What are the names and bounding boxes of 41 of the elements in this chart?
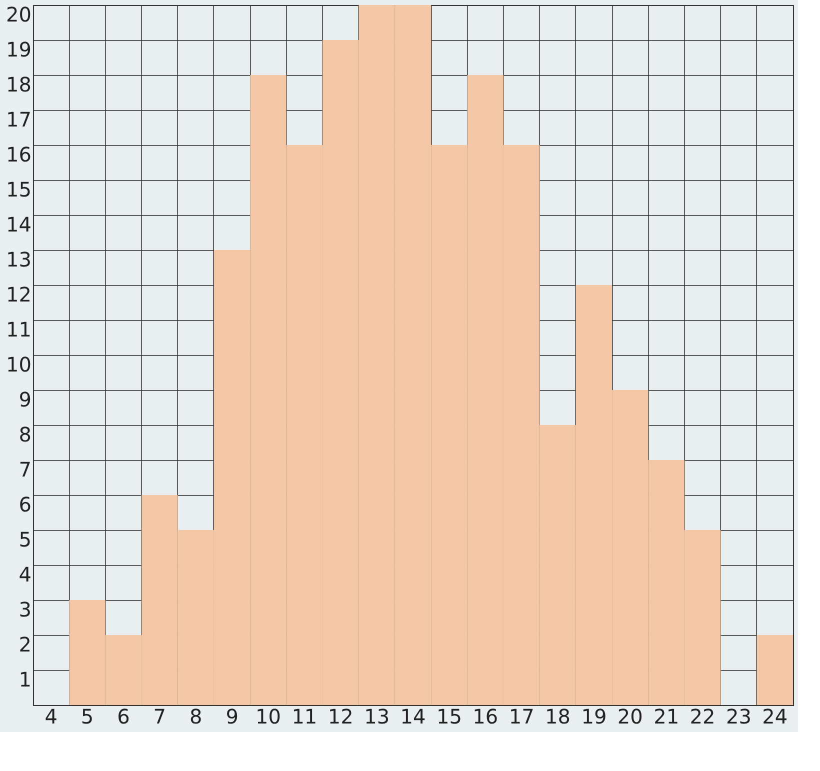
y-tick-label: 6 [18, 492, 32, 516]
y-tick-label: 5 [18, 528, 32, 552]
y-tick-label: 18 [6, 72, 32, 96]
x-tick-label: 11 [292, 704, 318, 728]
y-tick-label: 3 [18, 598, 32, 622]
y-tick-label: 4 [18, 562, 32, 586]
x-tick-label: 12 [328, 704, 354, 728]
y-tick-label: 16 [6, 142, 32, 166]
x-tick-label: 20 [617, 704, 643, 728]
x-tick-label: 15 [436, 704, 462, 728]
x-tick-label: 6 [117, 704, 130, 728]
x-tick-label: 19 [581, 704, 607, 728]
x-tick-label: 24 [762, 704, 788, 728]
y-tick-label: 2 [18, 632, 32, 656]
x-tick-label: 4 [44, 704, 58, 728]
x-tick-label: 14 [400, 704, 426, 728]
y-tick-label: 20 [6, 2, 32, 26]
x-tick-label: 23 [726, 704, 752, 728]
x-tick-label: 22 [690, 704, 716, 728]
y-tick-label: 9 [18, 388, 32, 412]
y-tick-label: 7 [18, 458, 32, 482]
y-tick-label: 1 [18, 668, 32, 692]
x-tick-label: 8 [189, 704, 202, 728]
y-tick-label: 13 [6, 248, 32, 272]
x-tick-label: 9 [226, 704, 238, 728]
y-tick-label: 15 [6, 178, 32, 202]
y-tick-label: 14 [6, 212, 32, 236]
y-tick-label: 19 [6, 38, 32, 62]
y-tick-label: 8 [18, 422, 32, 446]
x-tick-label: 17 [508, 704, 534, 728]
x-tick-label: 13 [364, 704, 390, 728]
x-tick-label: 16 [472, 704, 498, 728]
y-tick-label: 17 [6, 108, 32, 132]
x-tick-label: 7 [153, 704, 166, 728]
x-tick-label: 18 [545, 704, 570, 728]
x-tick-label: 10 [256, 704, 281, 728]
x-tick-label: 5 [80, 704, 94, 728]
x-tick-label: 21 [654, 704, 680, 728]
y-tick-label: 12 [6, 282, 32, 306]
y-tick-label: 10 [6, 352, 32, 376]
y-tick-label: 11 [6, 318, 32, 342]
